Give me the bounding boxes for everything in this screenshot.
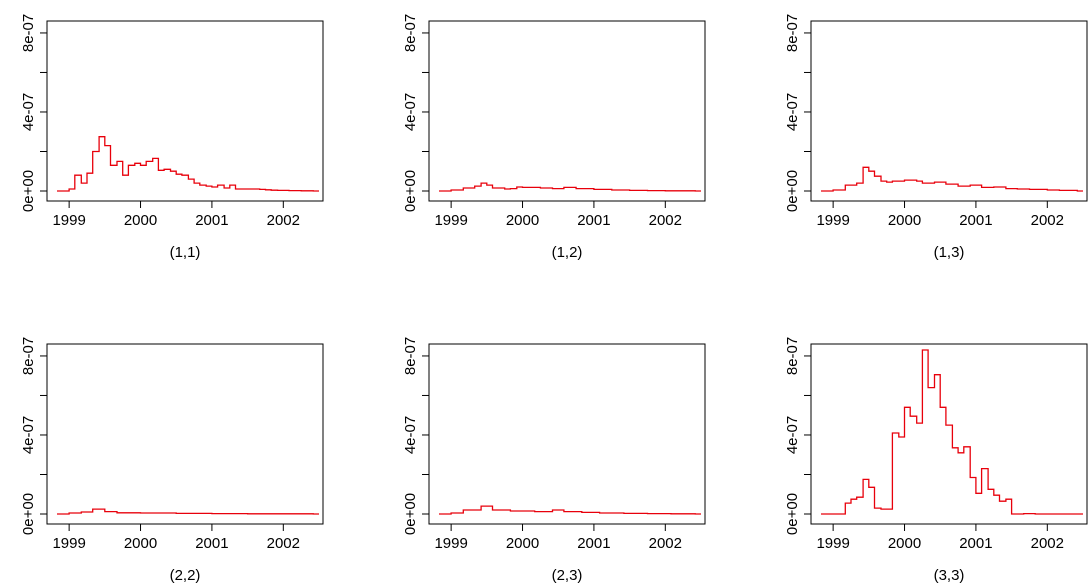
x-tick-label: 1999 [52, 212, 85, 229]
y-tick-label: 0e+00 [784, 493, 801, 535]
x-tick-label: 2000 [888, 212, 921, 229]
panel-label: (1,3) [934, 244, 965, 261]
y-tick-label: 4e-07 [20, 93, 37, 131]
y-tick-label: 4e-07 [784, 416, 801, 454]
panel-label: (2,2) [170, 567, 201, 584]
x-tick-label: 2000 [124, 212, 157, 229]
x-tick-label: 2002 [649, 535, 682, 552]
x-tick-label: 1999 [434, 212, 467, 229]
panel-label: (1,2) [552, 244, 583, 261]
series-line [57, 136, 319, 192]
x-tick-label: 2001 [959, 535, 992, 552]
panel-3-3: 1999 2000 2001 2002 0e+00 4e-07 8e-07 (3,3) [784, 337, 1088, 584]
panel-label: (2,3) [552, 567, 583, 584]
y-tick-label: 8e-07 [784, 337, 801, 375]
x-tick-label: 2001 [959, 212, 992, 229]
x-tick-label: 2000 [506, 535, 539, 552]
y-tick-label: 4e-07 [20, 416, 37, 454]
panel-label: (3,3) [934, 567, 965, 584]
series-line [439, 182, 701, 192]
plot-frame [810, 343, 1088, 525]
series-line [57, 508, 319, 515]
plot-frame [46, 343, 324, 525]
x-tick-label: 2002 [1031, 535, 1064, 552]
x-tick-label: 1999 [434, 535, 467, 552]
panel-1-2: 1999 2000 2001 2002 0e+00 4e-07 8e-07 (1,2) [402, 14, 706, 261]
plot-frame [428, 343, 706, 525]
x-tick-label: 2002 [267, 535, 300, 552]
y-tick-label: 0e+00 [20, 493, 37, 535]
x-tick-label: 2001 [577, 212, 610, 229]
y-tick-label: 8e-07 [20, 14, 37, 52]
panel-1-1: 1999 2000 2001 2002 0e+00 4e-07 8e-07 (1,1) [20, 14, 324, 261]
x-tick-label: 2002 [267, 212, 300, 229]
plot-frame [428, 20, 706, 202]
y-tick-label: 4e-07 [402, 93, 419, 131]
y-tick-label: 8e-07 [784, 14, 801, 52]
x-tick-label: 2000 [124, 535, 157, 552]
panel-label: (1,1) [170, 244, 201, 261]
x-tick-label: 2001 [577, 535, 610, 552]
series-line [821, 349, 1083, 515]
x-tick-label: 2000 [506, 212, 539, 229]
x-tick-label: 1999 [816, 535, 849, 552]
y-tick-label: 0e+00 [20, 170, 37, 212]
x-tick-label: 1999 [52, 535, 85, 552]
y-tick-label: 8e-07 [402, 14, 419, 52]
series-line [439, 505, 701, 515]
x-tick-label: 2002 [1031, 212, 1064, 229]
y-tick-label: 4e-07 [402, 416, 419, 454]
plot-frame [810, 20, 1088, 202]
x-tick-label: 2001 [195, 212, 228, 229]
y-tick-label: 0e+00 [784, 170, 801, 212]
y-tick-label: 0e+00 [402, 493, 419, 535]
panel-2-2: 1999 2000 2001 2002 0e+00 4e-07 8e-07 (2,2) [20, 337, 324, 584]
panel-2-3: 1999 2000 2001 2002 0e+00 4e-07 8e-07 (2,3) [402, 337, 706, 584]
x-tick-label: 2001 [195, 535, 228, 552]
panel-1-3: 1999 2000 2001 2002 0e+00 4e-07 8e-07 (1,3) [784, 14, 1088, 261]
y-tick-label: 8e-07 [402, 337, 419, 375]
y-tick-label: 4e-07 [784, 93, 801, 131]
series-line [821, 166, 1083, 192]
x-tick-label: 1999 [816, 212, 849, 229]
x-tick-label: 2002 [649, 212, 682, 229]
y-tick-label: 8e-07 [20, 337, 37, 375]
x-tick-label: 2000 [888, 535, 921, 552]
y-tick-label: 0e+00 [402, 170, 419, 212]
plot-frame [46, 20, 324, 202]
